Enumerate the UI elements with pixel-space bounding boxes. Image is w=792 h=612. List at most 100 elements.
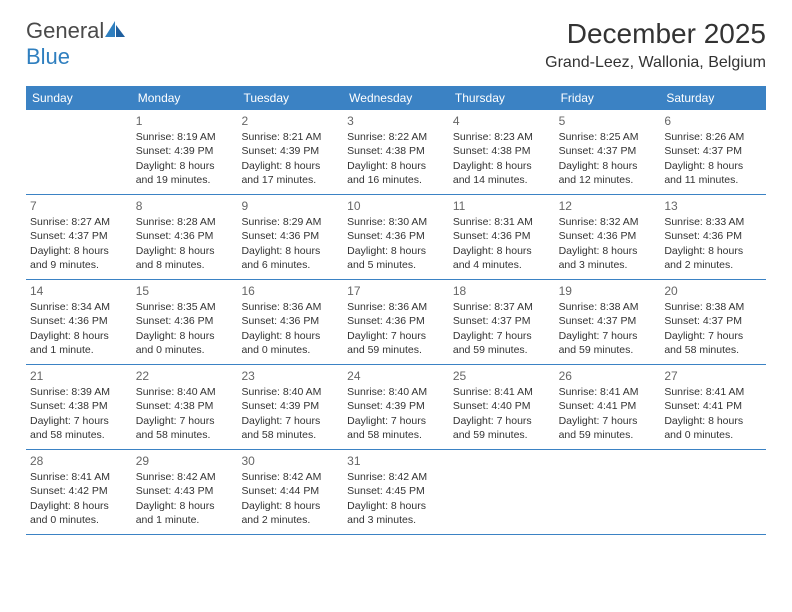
day-sunrise: Sunrise: 8:40 AM <box>347 385 445 399</box>
day-daylight2: and 14 minutes. <box>453 173 551 187</box>
day-daylight2: and 17 minutes. <box>241 173 339 187</box>
day-sunrise: Sunrise: 8:22 AM <box>347 130 445 144</box>
day-daylight2: and 12 minutes. <box>559 173 657 187</box>
day-number: 1 <box>136 113 234 129</box>
day-cell: 4Sunrise: 8:23 AMSunset: 4:38 PMDaylight… <box>449 110 555 194</box>
day-sunset: Sunset: 4:37 PM <box>30 229 128 243</box>
day-cell: 30Sunrise: 8:42 AMSunset: 4:44 PMDayligh… <box>237 450 343 534</box>
day-cell: 11Sunrise: 8:31 AMSunset: 4:36 PMDayligh… <box>449 195 555 279</box>
logo-text-blue: Blue <box>26 44 70 69</box>
day-daylight1: Daylight: 8 hours <box>347 159 445 173</box>
week-row: 28Sunrise: 8:41 AMSunset: 4:42 PMDayligh… <box>26 450 766 535</box>
day-cell: 31Sunrise: 8:42 AMSunset: 4:45 PMDayligh… <box>343 450 449 534</box>
day-daylight1: Daylight: 7 hours <box>453 329 551 343</box>
day-daylight1: Daylight: 7 hours <box>30 414 128 428</box>
day-daylight1: Daylight: 8 hours <box>136 244 234 258</box>
day-daylight2: and 3 minutes. <box>347 513 445 527</box>
day-sunset: Sunset: 4:36 PM <box>241 229 339 243</box>
day-cell: 21Sunrise: 8:39 AMSunset: 4:38 PMDayligh… <box>26 365 132 449</box>
day-daylight1: Daylight: 8 hours <box>559 159 657 173</box>
day-daylight1: Daylight: 8 hours <box>347 499 445 513</box>
day-daylight2: and 58 minutes. <box>30 428 128 442</box>
weekday-header-tuesday: Tuesday <box>237 86 343 110</box>
day-daylight1: Daylight: 7 hours <box>347 414 445 428</box>
day-daylight1: Daylight: 8 hours <box>453 159 551 173</box>
day-sunset: Sunset: 4:43 PM <box>136 484 234 498</box>
day-cell: 22Sunrise: 8:40 AMSunset: 4:38 PMDayligh… <box>132 365 238 449</box>
day-daylight2: and 3 minutes. <box>559 258 657 272</box>
day-number: 28 <box>30 453 128 469</box>
day-sunrise: Sunrise: 8:38 AM <box>664 300 762 314</box>
day-sunset: Sunset: 4:36 PM <box>241 314 339 328</box>
day-cell: 16Sunrise: 8:36 AMSunset: 4:36 PMDayligh… <box>237 280 343 364</box>
day-daylight2: and 58 minutes. <box>241 428 339 442</box>
day-sunrise: Sunrise: 8:36 AM <box>241 300 339 314</box>
day-daylight1: Daylight: 8 hours <box>559 244 657 258</box>
day-daylight2: and 0 minutes. <box>136 343 234 357</box>
day-cell: 25Sunrise: 8:41 AMSunset: 4:40 PMDayligh… <box>449 365 555 449</box>
day-daylight2: and 58 minutes. <box>347 428 445 442</box>
day-cell: 6Sunrise: 8:26 AMSunset: 4:37 PMDaylight… <box>660 110 766 194</box>
day-sunrise: Sunrise: 8:40 AM <box>136 385 234 399</box>
day-number: 3 <box>347 113 445 129</box>
day-sunrise: Sunrise: 8:42 AM <box>136 470 234 484</box>
day-sunrise: Sunrise: 8:29 AM <box>241 215 339 229</box>
day-sunrise: Sunrise: 8:41 AM <box>664 385 762 399</box>
day-sunset: Sunset: 4:36 PM <box>347 314 445 328</box>
day-daylight1: Daylight: 8 hours <box>241 499 339 513</box>
day-daylight1: Daylight: 8 hours <box>136 159 234 173</box>
day-sunrise: Sunrise: 8:41 AM <box>559 385 657 399</box>
month-title: December 2025 <box>545 18 766 50</box>
day-sunrise: Sunrise: 8:40 AM <box>241 385 339 399</box>
day-cell: 17Sunrise: 8:36 AMSunset: 4:36 PMDayligh… <box>343 280 449 364</box>
day-daylight2: and 0 minutes. <box>30 513 128 527</box>
day-number: 26 <box>559 368 657 384</box>
day-daylight1: Daylight: 7 hours <box>559 329 657 343</box>
day-cell: 14Sunrise: 8:34 AMSunset: 4:36 PMDayligh… <box>26 280 132 364</box>
day-sunset: Sunset: 4:37 PM <box>664 144 762 158</box>
day-sunset: Sunset: 4:39 PM <box>241 399 339 413</box>
day-number: 24 <box>347 368 445 384</box>
weekday-header-sunday: Sunday <box>26 86 132 110</box>
day-daylight1: Daylight: 8 hours <box>664 159 762 173</box>
day-daylight2: and 5 minutes. <box>347 258 445 272</box>
day-sunset: Sunset: 4:41 PM <box>664 399 762 413</box>
day-cell: 24Sunrise: 8:40 AMSunset: 4:39 PMDayligh… <box>343 365 449 449</box>
day-number: 2 <box>241 113 339 129</box>
day-sunset: Sunset: 4:45 PM <box>347 484 445 498</box>
day-sunset: Sunset: 4:42 PM <box>30 484 128 498</box>
day-daylight2: and 11 minutes. <box>664 173 762 187</box>
day-daylight1: Daylight: 8 hours <box>664 244 762 258</box>
day-daylight1: Daylight: 8 hours <box>136 499 234 513</box>
day-sunrise: Sunrise: 8:30 AM <box>347 215 445 229</box>
day-cell: 3Sunrise: 8:22 AMSunset: 4:38 PMDaylight… <box>343 110 449 194</box>
day-number: 11 <box>453 198 551 214</box>
day-cell: 13Sunrise: 8:33 AMSunset: 4:36 PMDayligh… <box>660 195 766 279</box>
day-number: 15 <box>136 283 234 299</box>
day-number: 18 <box>453 283 551 299</box>
day-sunset: Sunset: 4:36 PM <box>347 229 445 243</box>
day-cell: 28Sunrise: 8:41 AMSunset: 4:42 PMDayligh… <box>26 450 132 534</box>
day-daylight1: Daylight: 7 hours <box>664 329 762 343</box>
day-daylight2: and 19 minutes. <box>136 173 234 187</box>
day-number: 8 <box>136 198 234 214</box>
logo-text: General Blue <box>26 18 126 70</box>
day-cell: 27Sunrise: 8:41 AMSunset: 4:41 PMDayligh… <box>660 365 766 449</box>
day-daylight1: Daylight: 8 hours <box>30 244 128 258</box>
day-daylight2: and 1 minute. <box>136 513 234 527</box>
day-daylight1: Daylight: 8 hours <box>136 329 234 343</box>
day-cell: 5Sunrise: 8:25 AMSunset: 4:37 PMDaylight… <box>555 110 661 194</box>
week-row: 1Sunrise: 8:19 AMSunset: 4:39 PMDaylight… <box>26 110 766 195</box>
day-sunset: Sunset: 4:39 PM <box>347 399 445 413</box>
day-daylight1: Daylight: 8 hours <box>241 159 339 173</box>
day-cell: 15Sunrise: 8:35 AMSunset: 4:36 PMDayligh… <box>132 280 238 364</box>
day-daylight2: and 0 minutes. <box>241 343 339 357</box>
day-cell: 20Sunrise: 8:38 AMSunset: 4:37 PMDayligh… <box>660 280 766 364</box>
day-daylight1: Daylight: 8 hours <box>664 414 762 428</box>
day-number: 17 <box>347 283 445 299</box>
day-sunset: Sunset: 4:36 PM <box>664 229 762 243</box>
day-sunset: Sunset: 4:41 PM <box>559 399 657 413</box>
day-daylight1: Daylight: 8 hours <box>347 244 445 258</box>
day-daylight2: and 59 minutes. <box>347 343 445 357</box>
day-number: 16 <box>241 283 339 299</box>
